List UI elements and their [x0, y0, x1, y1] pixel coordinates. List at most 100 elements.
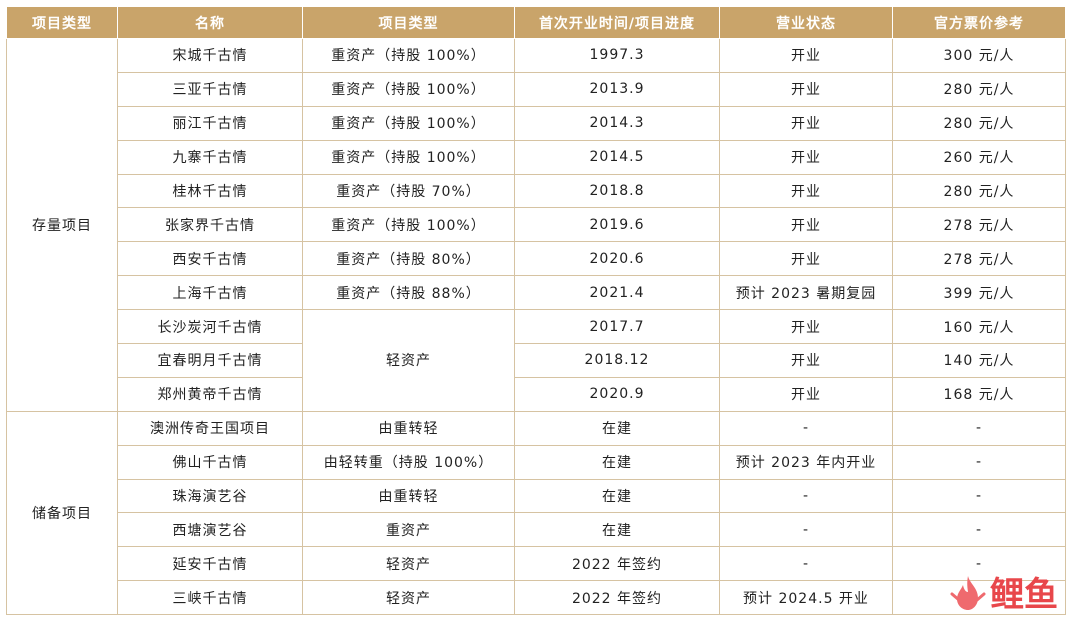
- open-time: 2014.5: [514, 139, 720, 175]
- status: -: [719, 410, 893, 446]
- project-type: 由重转轻: [302, 478, 515, 514]
- table-row: 桂林千古情 重资产（持股 70%） 2018.8 开业 280 元/人: [7, 173, 1066, 209]
- group-label: 存量项目: [6, 38, 118, 412]
- table-row: 郑州黄帝千古情 2020.9 开业 168 元/人: [7, 376, 1066, 412]
- open-time: 2018.8: [514, 173, 720, 209]
- project-type: 由轻转重（持股 100%）: [302, 444, 515, 480]
- status: 预计 2024.5 开业: [719, 580, 893, 616]
- status: 开业: [719, 376, 893, 412]
- open-time: 在建: [514, 444, 720, 480]
- project-type: 轻资产: [302, 309, 515, 412]
- open-time: 2020.6: [514, 241, 720, 277]
- watermark: 鲤鱼: [948, 574, 1058, 612]
- header-price: 官方票价参考: [892, 6, 1066, 39]
- project-name: 丽江千古情: [117, 105, 303, 141]
- project-name: 珠海演艺谷: [117, 478, 303, 514]
- project-type: 重资产（持股 70%）: [302, 173, 515, 209]
- price: 160 元/人: [892, 309, 1066, 345]
- project-name: 上海千古情: [117, 275, 303, 311]
- open-time: 在建: [514, 512, 720, 548]
- project-name: 桂林千古情: [117, 173, 303, 209]
- status: -: [719, 546, 893, 582]
- table-row: 丽江千古情 重资产（持股 100%） 2014.3 开业 280 元/人: [7, 105, 1066, 141]
- data-table: 项目类型 名称 项目类型 首次开业时间/项目进度 营业状态 官方票价参考 存量项…: [6, 6, 1066, 616]
- group-label: 储备项目: [6, 410, 118, 616]
- project-name: 郑州黄帝千古情: [117, 376, 303, 412]
- table-row: 存量项目 宋城千古情 重资产（持股 100%） 1997.3 开业 300 元/…: [6, 38, 1066, 412]
- watermark-text: 鲤鱼: [990, 575, 1058, 615]
- fire-icon: [950, 576, 986, 610]
- header-status: 营业状态: [719, 6, 893, 39]
- open-time: 1997.3: [514, 38, 720, 73]
- project-name: 长沙炭河千古情: [117, 309, 303, 345]
- project-type: 重资产（持股 100%）: [302, 38, 515, 73]
- table-row: 储备项目 澳洲传奇王国项目 由重转轻 在建 - -: [6, 410, 1066, 616]
- price: 280 元/人: [892, 173, 1066, 209]
- status: 开业: [719, 343, 893, 378]
- header-row: 项目类型 名称 项目类型 首次开业时间/项目进度 营业状态 官方票价参考: [6, 6, 1066, 39]
- status: -: [719, 512, 893, 548]
- open-time: 在建: [514, 410, 720, 446]
- price: 278 元/人: [892, 207, 1066, 243]
- price: 280 元/人: [892, 105, 1066, 141]
- price: 399 元/人: [892, 275, 1066, 311]
- price: 260 元/人: [892, 139, 1066, 175]
- header-type: 项目类型: [302, 6, 515, 39]
- project-name: 西塘演艺谷: [117, 512, 303, 548]
- project-name: 张家界千古情: [117, 207, 303, 243]
- project-type: 轻资产: [302, 580, 515, 616]
- project-type: 重资产（持股 80%）: [302, 241, 515, 277]
- project-name: 佛山千古情: [117, 444, 303, 480]
- open-time: 2017.7: [514, 309, 720, 345]
- price: 280 元/人: [892, 71, 1066, 107]
- price: -: [892, 512, 1066, 548]
- price: -: [892, 478, 1066, 514]
- project-type: 重资产（持股 88%）: [302, 275, 515, 311]
- status: 开业: [719, 207, 893, 243]
- project-name: 澳洲传奇王国项目: [117, 410, 303, 446]
- price: -: [892, 410, 1066, 446]
- open-time: 2020.9: [514, 376, 720, 412]
- header-category: 项目类型: [6, 6, 118, 39]
- project-type: 重资产: [302, 512, 515, 548]
- table-row: 佛山千古情 由轻转重（持股 100%） 在建 预计 2023 年内开业 -: [7, 444, 1066, 480]
- status: 预计 2023 年内开业: [719, 444, 893, 480]
- header-open-time: 首次开业时间/项目进度: [514, 6, 720, 39]
- status: 开业: [719, 173, 893, 209]
- price: 278 元/人: [892, 241, 1066, 277]
- table-row: 三峡千古情 轻资产 2022 年签约 预计 2024.5 开业: [7, 580, 1066, 616]
- project-type: 由重转轻: [302, 410, 515, 446]
- price: [892, 580, 1066, 616]
- price: 168 元/人: [892, 376, 1066, 412]
- table-row: 三亚千古情 重资产（持股 100%） 2013.9 开业 280 元/人: [7, 71, 1066, 107]
- status: 开业: [719, 139, 893, 175]
- open-time: 2018.12: [514, 343, 720, 378]
- open-time: 2021.4: [514, 275, 720, 311]
- project-name: 西安千古情: [117, 241, 303, 277]
- status: 开业: [719, 105, 893, 141]
- table-row: 张家界千古情 重资产（持股 100%） 2019.6 开业 278 元/人: [7, 207, 1066, 243]
- table-row: 延安千古情 轻资产 2022 年签约 - -: [7, 546, 1066, 582]
- project-type: 重资产（持股 100%）: [302, 105, 515, 141]
- table-row: 九寨千古情 重资产（持股 100%） 2014.5 开业 260 元/人: [7, 139, 1066, 175]
- status: 预计 2023 暑期复园: [719, 275, 893, 311]
- status: -: [719, 478, 893, 514]
- header-name: 名称: [117, 6, 303, 39]
- project-type: 重资产（持股 100%）: [302, 207, 515, 243]
- project-type: 重资产（持股 100%）: [302, 71, 515, 107]
- open-time: 2019.6: [514, 207, 720, 243]
- table-row: 长沙炭河千古情 轻资产 2017.7 开业 160 元/人: [7, 309, 1066, 412]
- open-time: 在建: [514, 478, 720, 514]
- status: 开业: [719, 309, 893, 345]
- table-row: 上海千古情 重资产（持股 88%） 2021.4 预计 2023 暑期复园 39…: [7, 275, 1066, 311]
- project-name: 宋城千古情: [117, 38, 303, 73]
- project-name: 九寨千古情: [117, 139, 303, 175]
- open-time: 2013.9: [514, 71, 720, 107]
- table-row: 西安千古情 重资产（持股 80%） 2020.6 开业 278 元/人: [7, 241, 1066, 277]
- status: 开业: [719, 38, 893, 73]
- open-time: 2014.3: [514, 105, 720, 141]
- open-time: 2022 年签约: [514, 580, 720, 616]
- price: 300 元/人: [892, 38, 1066, 73]
- status: 开业: [719, 241, 893, 277]
- table-row: 珠海演艺谷 由重转轻 在建 - -: [7, 478, 1066, 514]
